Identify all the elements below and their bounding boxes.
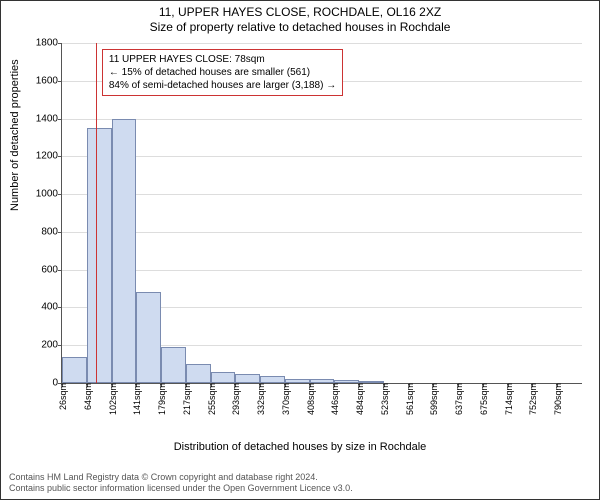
footer-attribution: Contains HM Land Registry data © Crown c…	[9, 472, 353, 495]
histogram-bar	[235, 374, 260, 383]
annotation-line: 11 UPPER HAYES CLOSE: 78sqm	[109, 53, 336, 66]
histogram-bar	[161, 347, 186, 383]
xtick-label: 102sqm	[106, 383, 118, 415]
annotation-line: 84% of semi-detached houses are larger (…	[109, 79, 336, 92]
xtick-label: 714sqm	[502, 383, 514, 415]
histogram-bar	[136, 292, 161, 383]
x-axis-label: Distribution of detached houses by size …	[1, 441, 599, 453]
xtick-label: 141sqm	[130, 383, 142, 415]
histogram-bar	[260, 376, 285, 383]
xtick-label: 599sqm	[427, 383, 439, 415]
y-axis-label: Number of detached properties	[9, 59, 21, 211]
xtick-label: 675sqm	[477, 383, 489, 415]
xtick-label: 523sqm	[378, 383, 390, 415]
ytick-label: 1200	[36, 151, 62, 162]
ytick-label: 1000	[36, 189, 62, 200]
xtick-label: 408sqm	[304, 383, 316, 415]
xtick-label: 752sqm	[526, 383, 538, 415]
xtick-label: 179sqm	[155, 383, 167, 415]
footer-line: Contains HM Land Registry data © Crown c…	[9, 472, 353, 484]
histogram-bar	[62, 357, 87, 383]
gridline	[62, 119, 582, 120]
xtick-label: 217sqm	[180, 383, 192, 415]
xtick-label: 790sqm	[551, 383, 563, 415]
gridline	[62, 156, 582, 157]
histogram-bar	[211, 372, 236, 383]
ytick-label: 400	[41, 302, 62, 313]
page-subtitle: Size of property relative to detached ho…	[1, 19, 599, 34]
ytick-label: 200	[41, 340, 62, 351]
gridline	[62, 232, 582, 233]
annotation-box: 11 UPPER HAYES CLOSE: 78sqm← 15% of deta…	[102, 49, 343, 96]
ytick-label: 600	[41, 264, 62, 275]
ytick-label: 1800	[36, 38, 62, 49]
xtick-label: 370sqm	[279, 383, 291, 415]
page-title: 11, UPPER HAYES CLOSE, ROCHDALE, OL16 2X…	[1, 1, 599, 19]
xtick-label: 293sqm	[229, 383, 241, 415]
xtick-label: 484sqm	[353, 383, 365, 415]
gridline	[62, 270, 582, 271]
footer-line: Contains public sector information licen…	[9, 483, 353, 495]
xtick-label: 561sqm	[403, 383, 415, 415]
gridline	[62, 194, 582, 195]
xtick-label: 255sqm	[205, 383, 217, 415]
histogram-chart: 02004006008001000120014001600180026sqm64…	[61, 43, 582, 384]
ytick-label: 1400	[36, 113, 62, 124]
histogram-bar	[186, 364, 211, 383]
annotation-line: ← 15% of detached houses are smaller (56…	[109, 66, 336, 79]
chart-container: 11, UPPER HAYES CLOSE, ROCHDALE, OL16 2X…	[0, 0, 600, 500]
xtick-label: 26sqm	[56, 383, 68, 410]
xtick-label: 637sqm	[452, 383, 464, 415]
xtick-label: 64sqm	[81, 383, 93, 410]
histogram-bar	[87, 128, 112, 383]
reference-line	[96, 43, 97, 383]
ytick-label: 1600	[36, 75, 62, 86]
histogram-bar	[112, 119, 137, 383]
xtick-label: 446sqm	[328, 383, 340, 415]
xtick-label: 332sqm	[254, 383, 266, 415]
ytick-label: 800	[41, 226, 62, 237]
gridline	[62, 43, 582, 44]
